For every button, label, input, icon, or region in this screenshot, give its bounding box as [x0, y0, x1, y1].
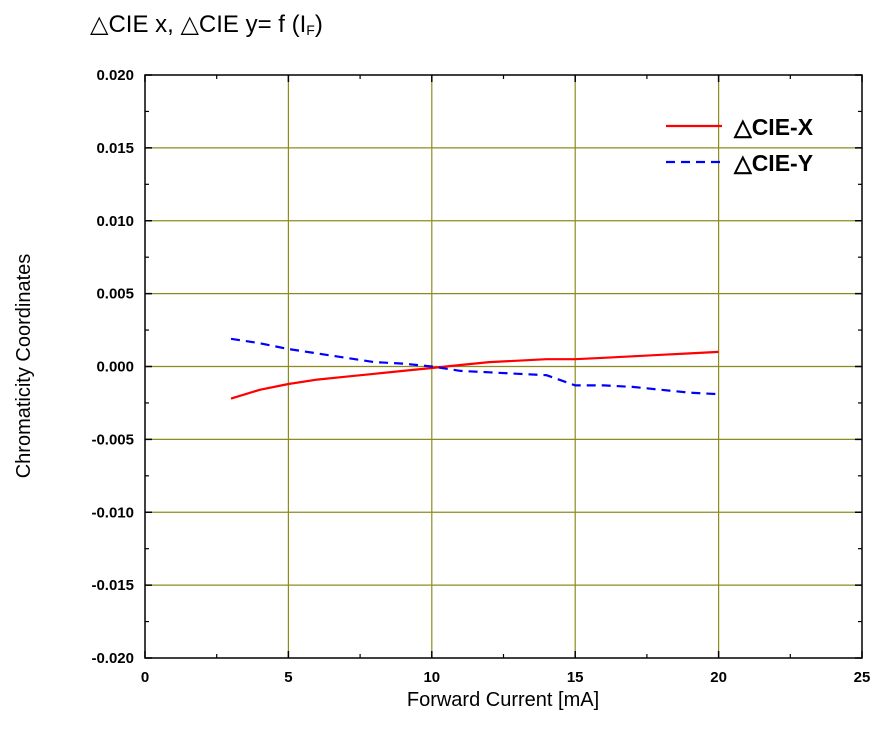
legend-label-cie-x: △CIE-X — [733, 114, 814, 140]
series-line-cie-x — [230, 350, 719, 400]
x-axis-label: Forward Current [mA] — [407, 689, 599, 711]
chart-title-subscript: F — [306, 22, 315, 38]
chart-title: △CIE x, △CIE y= f (IF) — [90, 10, 323, 39]
y-axis-label: Chromaticity Coordinates — [13, 254, 35, 479]
x-tick-label: 0 — [141, 669, 149, 686]
data-series — [230, 337, 719, 400]
y-tick-label: -0.015 — [91, 577, 134, 594]
y-tick-label: 0.000 — [96, 359, 134, 376]
y-tick-label: 0.020 — [96, 67, 134, 84]
legend: △CIE-X △CIE-Y — [666, 114, 814, 176]
y-tick-labels: 0.020 0.015 0.010 0.005 0.000 -0.005 -0.010 -0.… — [91, 67, 134, 667]
x-tick-label: 25 — [854, 669, 871, 686]
y-tick-label: -0.005 — [91, 431, 134, 448]
x-tick-label: 15 — [567, 669, 584, 686]
x-tick-label: 10 — [423, 669, 440, 686]
x-tick-labels: 0 5 10 15 20 25 — [141, 669, 871, 686]
y-tick-label: 0.015 — [96, 140, 134, 157]
plot-frame — [144, 74, 863, 659]
chart-title-close: ) — [314, 11, 323, 38]
y-tick-label: 0.005 — [96, 286, 134, 303]
y-tick-label: -0.010 — [91, 504, 134, 521]
series-line-cie-y — [230, 337, 719, 396]
y-tick-label: -0.020 — [91, 650, 134, 667]
x-tick-label: 20 — [710, 669, 727, 686]
chart-title-main: △CIE x, △CIE y= f (I — [90, 11, 307, 38]
y-tick-label: 0.010 — [96, 213, 134, 230]
x-tick-label: 5 — [284, 669, 292, 686]
legend-label-cie-y: △CIE-Y — [733, 150, 813, 176]
